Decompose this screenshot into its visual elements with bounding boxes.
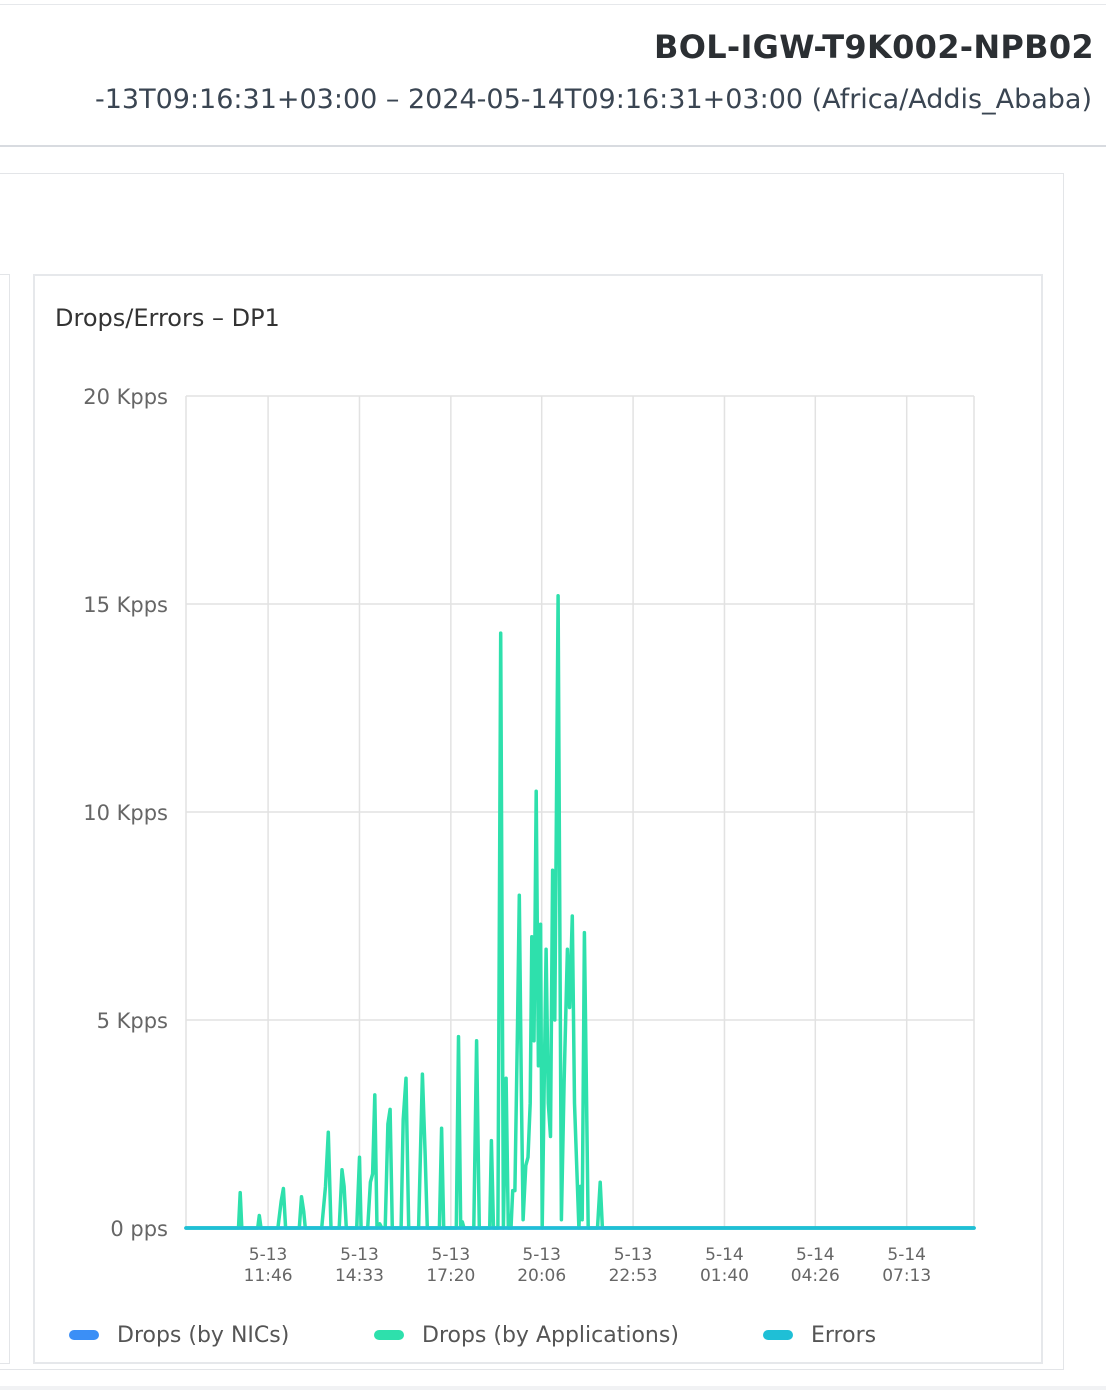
- y-tick-label: 20 Kpps: [83, 385, 168, 409]
- chart-card-drops-errors: Drops/Errors – DP1 0 pps 5 Kpps 10 Kpps 15 …: [33, 274, 1043, 1364]
- legend-item-drops-applications[interactable]: Drops (by Applications): [374, 1320, 679, 1350]
- legend-item-drops-nics[interactable]: Drops (by NICs): [69, 1320, 289, 1350]
- legend-swatch: [374, 1330, 404, 1340]
- x-tick-label-date: 5-13: [522, 1245, 561, 1265]
- previous-chart-card: [0, 274, 10, 1364]
- x-tick-label-date: 5-14: [887, 1245, 926, 1265]
- x-tick-label-date: 5-14: [796, 1245, 835, 1265]
- legend-item-errors[interactable]: Errors: [763, 1320, 876, 1350]
- legend-swatch: [763, 1330, 793, 1340]
- series-line-drops-applications: [184, 593, 976, 1230]
- top-border: [0, 4, 1106, 5]
- x-tick-label-time: 14:33: [335, 1266, 384, 1286]
- legend-label: Errors: [811, 1322, 877, 1348]
- header-divider: [0, 145, 1106, 147]
- y-tick-label: 0 pps: [110, 1217, 168, 1241]
- time-range-label: -13T09:16:31+03:00 – 2024-05-14T09:16:31…: [95, 84, 1092, 115]
- x-tick-label-date: 5-13: [340, 1245, 379, 1265]
- x-tick-label-time: 11:46: [244, 1266, 293, 1286]
- x-tick-label-time: 22:53: [609, 1266, 658, 1286]
- chart-legend: Drops (by NICs) Drops (by Applications) …: [69, 1320, 1029, 1350]
- bottom-border: [0, 1386, 1106, 1390]
- chart-title: Drops/Errors – DP1: [55, 304, 280, 332]
- x-tick-label-date: 5-13: [432, 1245, 471, 1265]
- y-tick-label: 15 Kpps: [83, 593, 168, 617]
- y-tick-label: 10 Kpps: [83, 801, 168, 825]
- legend-label: Drops (by Applications): [422, 1322, 679, 1348]
- device-title: BOL-IGW-T9K002-NPB02: [654, 28, 1094, 66]
- y-tick-label: 5 Kpps: [97, 1009, 168, 1033]
- x-tick-label-time: 01:40: [700, 1266, 749, 1286]
- x-tick-label-date: 5-14: [705, 1245, 744, 1265]
- x-tick-label-date: 5-13: [614, 1245, 653, 1265]
- legend-label: Drops (by NICs): [117, 1322, 290, 1348]
- x-tick-label-time: 04:26: [791, 1266, 840, 1286]
- x-tick-label-time: 17:20: [426, 1266, 475, 1286]
- dashboard-panel: [0, 173, 1064, 1370]
- x-tick-label-time: 07:13: [882, 1266, 931, 1286]
- legend-swatch: [69, 1330, 99, 1340]
- x-tick-label-time: 20:06: [517, 1266, 566, 1286]
- x-tick-label-date: 5-13: [249, 1245, 288, 1265]
